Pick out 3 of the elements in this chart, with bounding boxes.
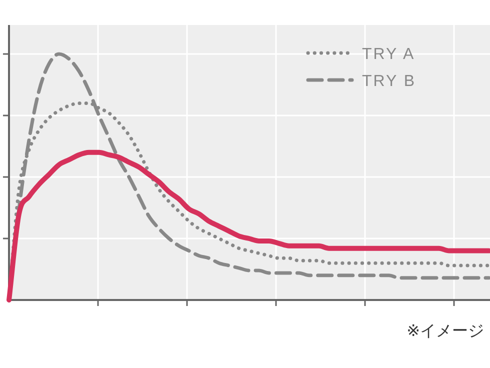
text: ※イメージ xyxy=(406,323,484,340)
legend-label: TRY A xyxy=(362,46,416,63)
legend-label: TRY B xyxy=(362,73,416,90)
